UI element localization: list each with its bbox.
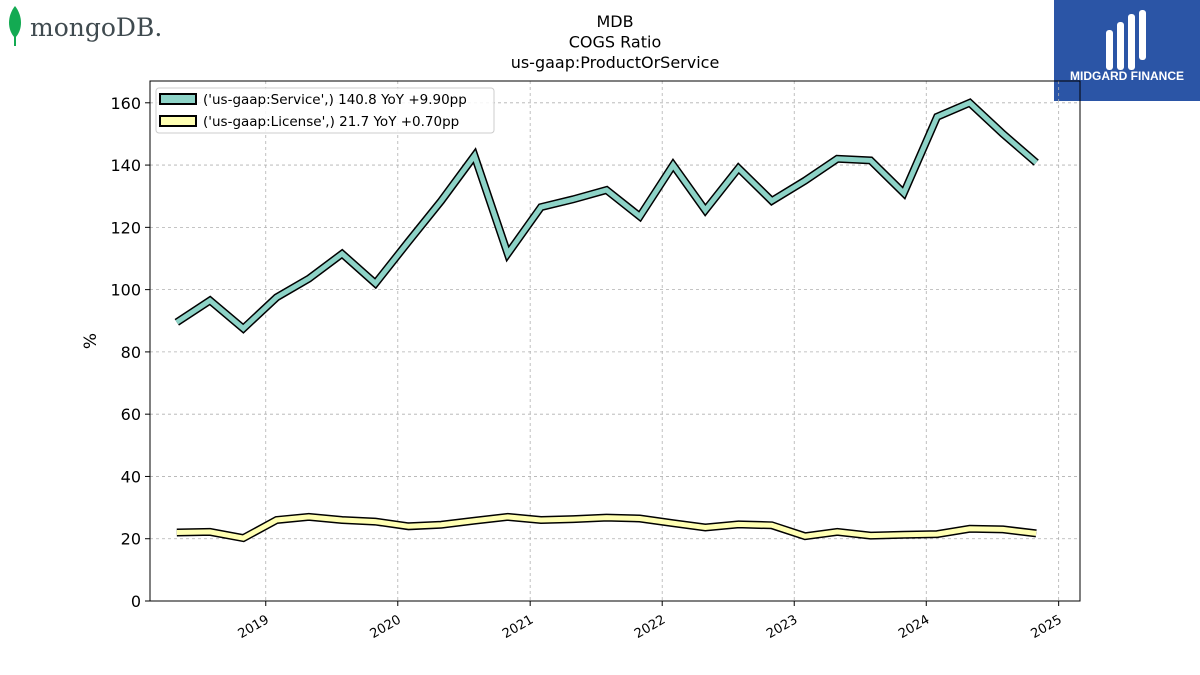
x-tick-label: 2024 — [896, 612, 932, 642]
y-axis: 0 20 40 60 80 100 120 140 160 — [110, 94, 150, 611]
series-line-license — [176, 514, 1037, 541]
legend: ('us-gaap:Service',) 140.8 YoY +9.90pp ('… — [155, 87, 495, 134]
series-line-outline — [174, 98, 1039, 334]
x-tick-label: 2025 — [1028, 612, 1064, 642]
legend-box — [155, 87, 495, 134]
x-tick-label: 2021 — [500, 612, 536, 642]
y-tick-label: 140 — [110, 156, 141, 175]
y-axis-label: % — [81, 333, 101, 349]
x-tick-label: 2019 — [236, 612, 272, 642]
series-lines — [174, 98, 1039, 543]
mongodb-logo-text: mongoDB. — [30, 13, 162, 42]
mongodb-logo: mongoDB. — [4, 4, 174, 48]
y-tick-label: 60 — [121, 405, 141, 424]
series-line-service — [175, 99, 1038, 332]
grid — [150, 81, 1080, 601]
y-tick-label: 80 — [121, 343, 141, 362]
midgard-finance-logo: MIDGARD FINANCE — [1054, 0, 1200, 101]
y-tick-label: 100 — [110, 281, 141, 300]
mongodb-leaf-icon — [9, 6, 21, 38]
chart-title-line: MDB — [596, 12, 633, 31]
x-tick-label: 2022 — [632, 612, 668, 642]
x-axis: 2019 2020 2021 2022 2023 2024 2025 — [236, 601, 1065, 642]
midgard-finance-text: MIDGARD FINANCE — [1070, 69, 1184, 83]
y-tick-label: 20 — [121, 530, 141, 549]
y-tick-label: 0 — [131, 592, 141, 611]
x-tick-label: 2023 — [764, 612, 800, 642]
legend-swatch — [159, 93, 197, 105]
chart-title-line: COGS Ratio — [569, 33, 661, 52]
legend-swatch — [159, 115, 197, 127]
y-tick-label: 40 — [121, 467, 141, 486]
midgard-emblem-icon — [1106, 10, 1146, 70]
y-tick-label: 120 — [110, 218, 141, 237]
legend-label: ('us-gaap:License',) 21.7 YoY +0.70pp — [203, 114, 459, 130]
legend-label: ('us-gaap:Service',) 140.8 YoY +9.90pp — [203, 92, 467, 108]
x-tick-label: 2020 — [368, 612, 404, 642]
y-tick-label: 160 — [110, 94, 141, 113]
plot-area — [149, 80, 1081, 602]
chart-title-line: us-gaap:ProductOrService — [511, 53, 720, 72]
